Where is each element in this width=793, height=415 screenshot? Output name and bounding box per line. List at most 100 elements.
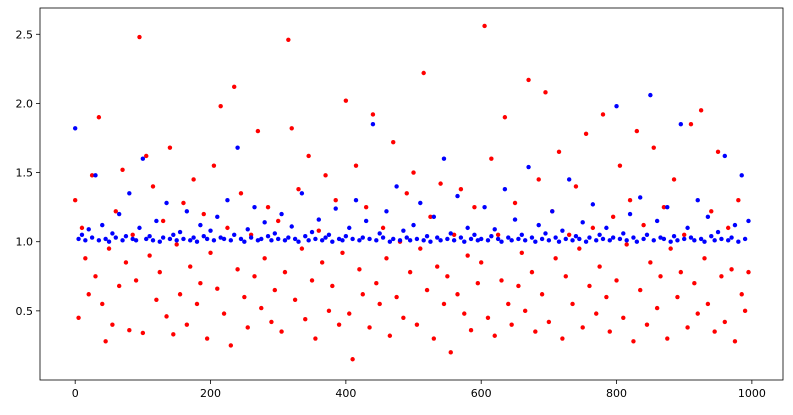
point: [279, 329, 284, 334]
point: [529, 269, 535, 275]
point: [644, 232, 650, 237]
point: [482, 23, 487, 29]
point: [671, 233, 677, 239]
point: [194, 301, 200, 307]
point: [340, 250, 345, 255]
point: [746, 269, 751, 275]
point: [336, 322, 342, 327]
point: [644, 322, 650, 327]
point: [313, 236, 318, 242]
point: [658, 274, 663, 279]
point: [695, 198, 700, 203]
point: [116, 283, 122, 289]
point: [533, 329, 538, 334]
point: [103, 339, 108, 344]
point: [188, 238, 193, 243]
point: [326, 308, 332, 314]
point: [509, 322, 514, 327]
point: [157, 269, 162, 275]
point: [445, 236, 450, 242]
point: [154, 297, 159, 302]
point: [435, 235, 440, 240]
point: [448, 231, 453, 236]
point: [702, 239, 707, 244]
point: [262, 256, 267, 261]
point: [621, 315, 626, 320]
plot-frame: [39, 7, 784, 381]
point: [181, 200, 186, 206]
point: [465, 225, 470, 231]
point: [478, 260, 484, 265]
point: [272, 231, 278, 236]
point: [522, 308, 528, 314]
point: [570, 238, 575, 243]
point: [198, 222, 203, 228]
point: [120, 167, 125, 172]
point: [303, 316, 308, 322]
point: [275, 236, 281, 242]
point: [333, 206, 338, 211]
point: [394, 294, 399, 300]
point: [79, 225, 85, 231]
point: [306, 238, 311, 243]
point: [529, 235, 535, 240]
point: [519, 250, 524, 255]
point: [215, 286, 220, 291]
point: [113, 209, 118, 214]
point: [204, 236, 210, 242]
point: [218, 103, 223, 109]
point: [407, 269, 413, 275]
point: [296, 239, 301, 244]
point: [350, 236, 355, 242]
point: [617, 236, 623, 242]
point: [171, 332, 176, 337]
point: [445, 274, 450, 279]
point: [265, 233, 271, 239]
point: [374, 238, 379, 243]
point: [577, 246, 582, 251]
y-tick-label: 2.0: [16, 97, 34, 110]
point: [286, 37, 291, 43]
point: [188, 264, 193, 269]
point: [116, 211, 122, 217]
point: [597, 232, 602, 237]
point: [668, 239, 673, 244]
point: [414, 322, 420, 327]
point: [431, 214, 437, 220]
point: [391, 236, 396, 242]
point: [360, 235, 365, 240]
point: [407, 238, 413, 243]
point: [303, 233, 308, 239]
point: [191, 235, 196, 240]
point: [150, 238, 156, 243]
point: [448, 350, 453, 355]
point: [72, 198, 78, 203]
point: [648, 260, 653, 265]
point: [729, 267, 734, 272]
point: [106, 246, 112, 251]
point: [198, 280, 203, 286]
point: [641, 222, 646, 228]
y-tick-label: 0.5: [16, 305, 34, 318]
point: [631, 339, 636, 344]
point: [553, 235, 558, 240]
point: [333, 198, 338, 203]
point: [248, 235, 254, 240]
point: [739, 173, 744, 178]
point: [455, 193, 460, 199]
point: [232, 232, 237, 237]
point: [221, 236, 227, 242]
point: [150, 184, 156, 189]
point: [512, 200, 518, 206]
point: [570, 301, 575, 307]
point: [729, 235, 734, 240]
point: [580, 220, 585, 225]
point: [658, 235, 663, 240]
y-tick-label: 1.0: [16, 236, 34, 249]
point: [462, 311, 467, 316]
point: [651, 238, 656, 243]
point: [560, 228, 565, 233]
point: [211, 163, 217, 168]
point: [289, 224, 294, 229]
point: [428, 214, 433, 220]
